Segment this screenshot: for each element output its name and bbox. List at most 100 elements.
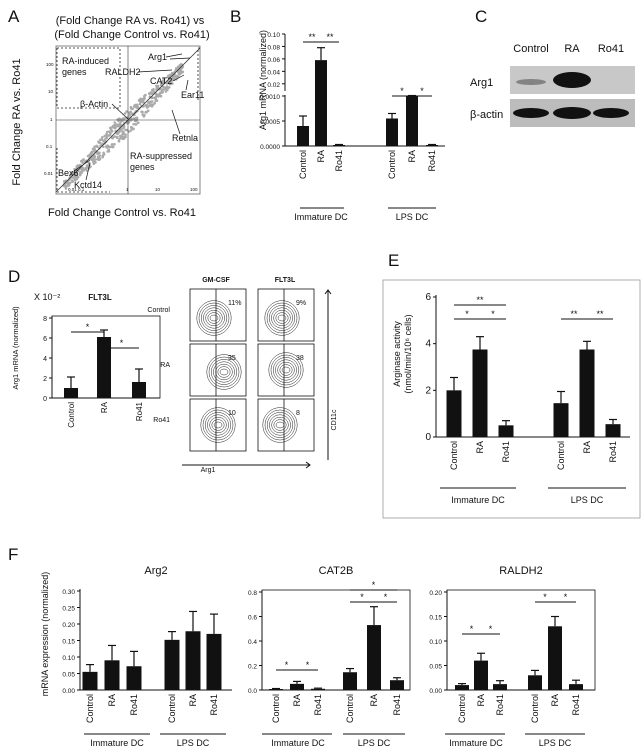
x-tick-label: RA xyxy=(582,441,592,454)
flow-contour xyxy=(207,312,221,324)
scatter-point xyxy=(179,63,183,66)
bar xyxy=(82,671,98,690)
panel-f: F mRNA expression (normalized) 0.000.050… xyxy=(8,545,596,748)
x-tick-label: Ro41 xyxy=(608,441,618,463)
scatter-point xyxy=(115,136,119,140)
x-tick-label: Control xyxy=(556,441,566,470)
blot-band-actin-ra xyxy=(553,107,591,119)
y-tick-label: 0.2 xyxy=(248,664,257,671)
panel-f-arg2-chart: 0.00 0.05 0.10 0.15 0.20 0.25 0.30 Arg2 Control R… xyxy=(62,565,232,723)
scatter-point xyxy=(119,127,123,131)
scatter-point xyxy=(80,170,84,173)
bar xyxy=(343,672,357,690)
blot-band-arg1-control xyxy=(516,79,546,85)
bar xyxy=(97,337,111,398)
flow-contour xyxy=(264,300,300,336)
f1-group-lps: LPS DC xyxy=(358,738,391,748)
panel-b-group-lps: LPS DC xyxy=(396,212,429,222)
scatter-point xyxy=(96,158,99,161)
scatter-point xyxy=(138,102,142,106)
scatter-point xyxy=(137,121,140,125)
y-tick-label: 0.20 xyxy=(62,622,75,629)
significance-label: * xyxy=(543,592,547,602)
y-tick-label: 0.4 xyxy=(248,639,257,646)
scatter-point xyxy=(178,66,181,70)
panel-e-ylabel-1: Arginase activity xyxy=(392,321,402,387)
f0-group-lps: LPS DC xyxy=(177,738,210,748)
y-tick-label: 0.20 xyxy=(429,590,442,597)
scatter-point xyxy=(143,94,146,98)
flow-contour xyxy=(205,309,223,327)
flow-contour xyxy=(203,307,225,329)
bar xyxy=(406,96,418,146)
scatter-point xyxy=(78,173,82,176)
bar xyxy=(297,126,309,146)
a-gene-label: Bex6 xyxy=(58,168,79,178)
scatter-point xyxy=(93,161,96,164)
flow-contour xyxy=(266,412,294,438)
x-tick-label: RA xyxy=(369,694,379,707)
a-xtick: 10 xyxy=(155,187,161,192)
scatter-point xyxy=(82,158,85,161)
bar xyxy=(472,349,488,437)
x-tick-label: Ro41 xyxy=(501,441,511,463)
scatter-point xyxy=(155,84,158,88)
bar xyxy=(553,403,569,437)
y-tick-label: 6 xyxy=(425,292,431,303)
scatter-point xyxy=(89,153,92,157)
y-tick-label: 0.08 xyxy=(267,44,280,51)
panel-e-group-lps: LPS DC xyxy=(571,495,604,505)
significance-label: * xyxy=(86,322,90,332)
a-gene-label: Retnla xyxy=(172,133,198,143)
scatter-point xyxy=(181,70,185,74)
y-tick-label: 0.0000 xyxy=(260,144,280,151)
scatter-point xyxy=(136,105,139,108)
x-tick-label: Control xyxy=(167,694,177,723)
a-region-label: genes xyxy=(130,162,155,172)
y-tick-label: 0.25 xyxy=(62,606,75,613)
scatter-point xyxy=(150,105,154,108)
y-tick-label: 0.10 xyxy=(267,32,280,39)
chart-title: RALDH2 xyxy=(499,565,542,577)
flow-contour xyxy=(200,305,228,331)
a-xtick: 100 xyxy=(190,187,198,192)
scatter-point xyxy=(127,130,131,133)
panel-f-ylabel: mRNA expression (normalized) xyxy=(40,572,50,697)
scatter-point xyxy=(132,127,135,131)
scatter-point xyxy=(124,135,127,139)
y-tick-label: 2 xyxy=(425,385,431,396)
flow-ylabel: CD11c xyxy=(331,409,338,430)
flow-percentage: 9% xyxy=(296,300,306,307)
flow-contour xyxy=(208,356,240,388)
scatter-point xyxy=(152,88,155,91)
x-tick-label: Control xyxy=(449,441,459,470)
a-xtick: 1 xyxy=(126,187,129,192)
chart-title: Arg2 xyxy=(144,565,167,577)
panel-d-chart: 0 2 4 6 8 FLT3L Control RA Ro41 * * xyxy=(43,0,161,428)
flow-contour xyxy=(264,409,296,441)
a-gene-label: β-Actin xyxy=(80,99,108,109)
flow-contour xyxy=(202,409,234,441)
bar xyxy=(528,675,542,690)
x-tick-label: Ro41 xyxy=(313,694,323,716)
y-tick-label: 0.04 xyxy=(267,69,280,76)
scatter-point xyxy=(130,126,133,129)
flow-percentage: 11% xyxy=(228,300,242,307)
scatter-point xyxy=(122,117,125,120)
scatter-point xyxy=(74,175,78,179)
scatter-point xyxy=(113,135,116,138)
flow-plot-frame xyxy=(257,288,315,342)
x-tick-label: RA xyxy=(476,694,486,707)
bar xyxy=(126,666,142,690)
scatter-point xyxy=(145,106,149,109)
flow-contour xyxy=(209,416,227,434)
scatter-point xyxy=(105,136,109,139)
flow-contour xyxy=(213,421,223,429)
scatter-point xyxy=(122,130,125,134)
scatter-point xyxy=(81,161,84,164)
scatter-point xyxy=(154,96,157,100)
bar xyxy=(290,683,304,690)
f1-group-immature: Immature DC xyxy=(271,738,325,748)
scatter-point xyxy=(151,100,154,103)
